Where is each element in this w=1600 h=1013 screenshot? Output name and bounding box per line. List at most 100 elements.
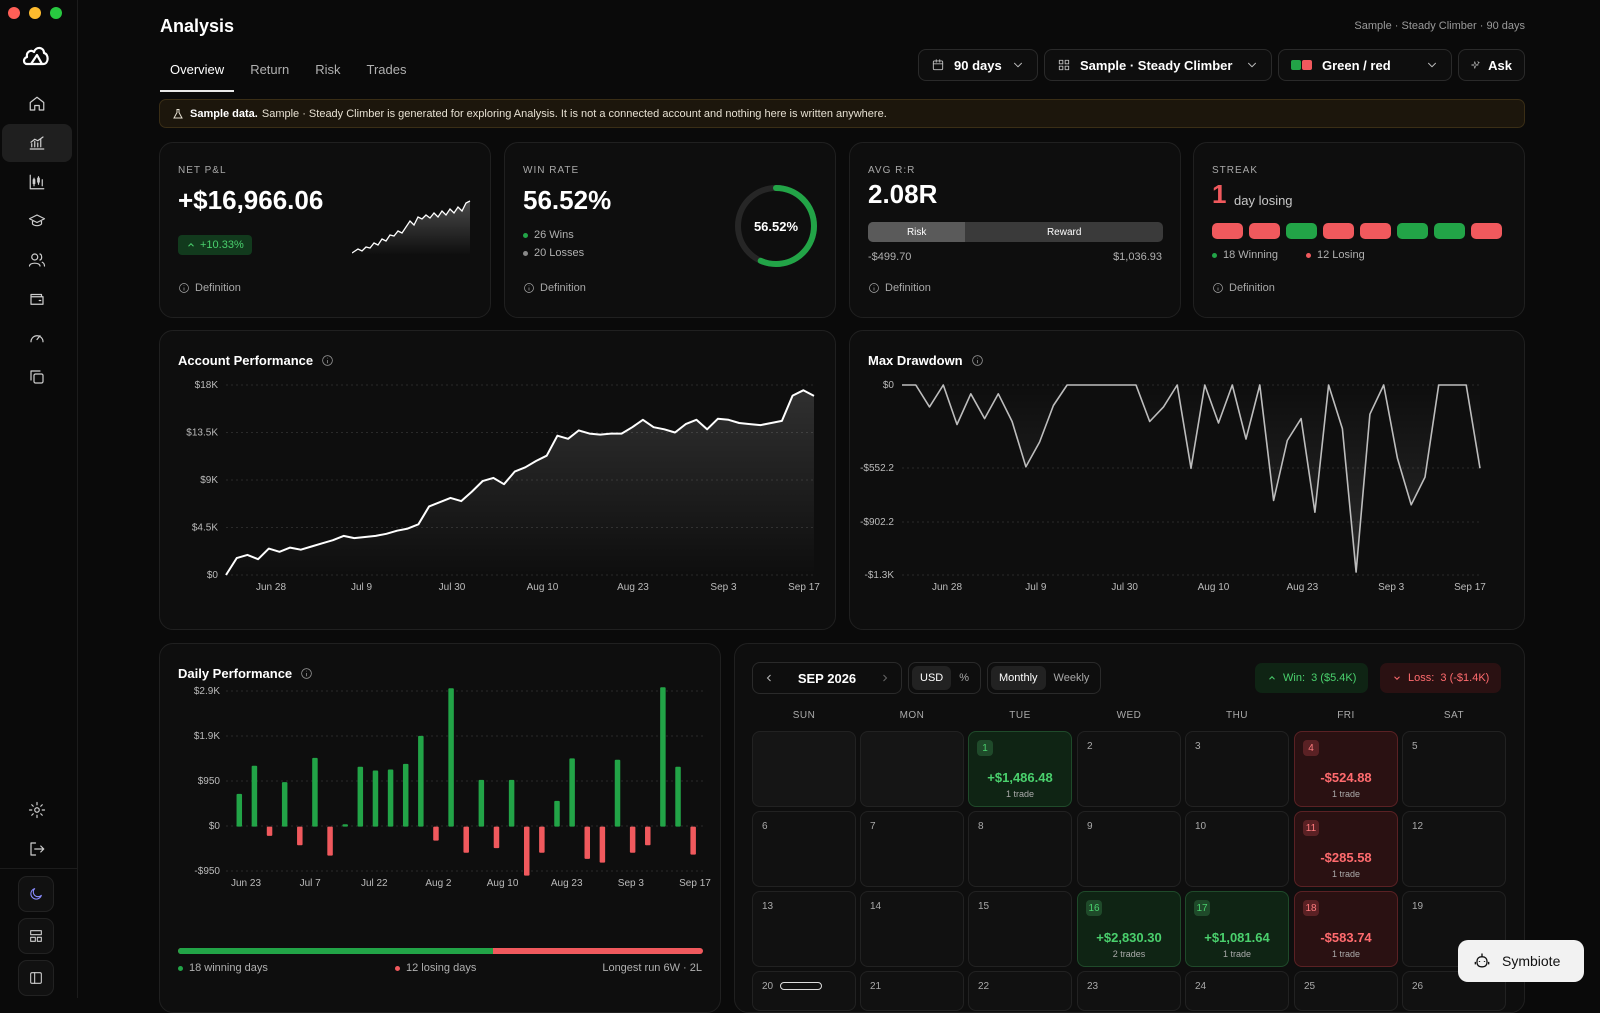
calendar-day[interactable]: 17 +$1,081.64 1 trade [1185,891,1289,967]
losing-text: 12 Losing [1317,249,1365,261]
calendar-day[interactable]: 12 [1402,811,1506,887]
sidebar-item-analysis[interactable] [2,124,72,162]
unit-percent-option[interactable]: % [959,672,970,684]
calendar-day[interactable]: 21 [860,971,964,1011]
chevron-left-icon[interactable] [763,672,775,684]
sidebar [0,0,78,998]
calendar-day[interactable]: 24 [1185,971,1289,1011]
x-tick-label: Sep 17 [788,582,820,593]
info-icon[interactable] [300,667,313,680]
streak-definition-link[interactable]: Definition [1212,282,1275,294]
y-tick-label: $4.5K [192,523,218,534]
win-summary-badge[interactable]: Win: 3 ($5.4K) [1255,663,1369,693]
tab-trades[interactable]: Trades [366,62,407,77]
ask-button[interactable]: Ask [1458,49,1525,81]
calendar-day[interactable]: 25 [1294,971,1398,1011]
calendar-day[interactable]: 14 [860,891,964,967]
calendar-day[interactable]: 8 [968,811,1072,887]
info-icon[interactable] [971,354,984,367]
copy-icon [30,370,44,384]
calendar-day[interactable]: 1 +$1,486.48 1 trade [968,731,1072,807]
sidebar-item-learn[interactable] [2,202,72,240]
series-line [902,384,1481,573]
color-scheme-select[interactable]: Green / red [1278,49,1452,81]
losing-days-legend: 12 losing days [395,962,476,974]
page-title: Analysis [160,16,235,36]
calendar-day[interactable]: 13 [752,891,856,967]
calendar-day-number: 3 [1195,741,1201,752]
calendar-day[interactable]: 2 [1077,731,1181,807]
account-select[interactable]: Sample · Steady Climber [1044,49,1272,81]
streak-desc: day losing [1234,193,1293,208]
app-logo-icon[interactable] [22,42,50,70]
range-select-label: 90 days [954,57,1002,73]
calendar-day[interactable]: 10 [1185,811,1289,887]
x-tick-label: Jul 9 [351,582,373,593]
calendar-day-number: 7 [870,821,876,832]
loss-summary-text: Loss: 3 (-$1.4K) [1408,672,1490,684]
calendar-day[interactable]: 23 [1077,971,1181,1011]
sidebar-item-candles[interactable] [2,163,72,201]
sidebar-item-copy[interactable] [2,358,72,396]
calendar-day[interactable]: 22 [968,971,1072,1011]
max-drawdown-title-text: Max Drawdown [868,353,963,368]
window-close-button[interactable] [8,7,20,19]
calendar-day[interactable]: 9 [1077,811,1181,887]
calendar-day[interactable]: 3 [1185,731,1289,807]
win-rate-gauge-label: 56.52% [754,219,799,234]
calendar-day[interactable]: 6 [752,811,856,887]
sidebar-item-community[interactable] [2,241,72,279]
sample-data-banner: Sample data. Sample · Steady Climber is … [159,99,1525,128]
calendar-day-number: 8 [978,821,984,832]
calendar-day[interactable]: 11 -$285.58 1 trade [1294,811,1398,887]
y-tick-label: -$950 [194,866,220,877]
view-monthly-option[interactable]: Monthly [991,666,1046,690]
calendar-day[interactable]: 16 +$2,830.30 2 trades [1077,891,1181,967]
calendar-day-trades: 2 trades [1112,949,1146,959]
win-rate-definition-link[interactable]: Definition [523,282,586,294]
calendar-day[interactable]: 5 [1402,731,1506,807]
tab-overview[interactable]: Overview [160,52,235,92]
loss-summary-badge[interactable]: Loss: 3 (-$1.4K) [1380,663,1502,693]
logout-icon [30,842,45,856]
sidebar-item-settings[interactable] [2,791,72,829]
chevron-right-icon[interactable] [879,672,891,684]
flask-icon [173,108,183,118]
theme-toggle-button[interactable] [18,876,54,912]
calendar-day[interactable]: 18 -$583.74 1 trade [1294,891,1398,967]
calendar-day[interactable]: 7 [860,811,964,887]
symbiote-assistant-button[interactable]: Symbiote [1458,940,1584,982]
window-minimize-button[interactable] [29,7,41,19]
daily-performance-title: Daily Performance [178,666,313,681]
daily-performance-title-text: Daily Performance [178,666,293,681]
calendar-day-number: 14 [870,901,882,912]
unit-usd-option[interactable]: USD [912,666,952,690]
max-drawdown-title: Max Drawdown [868,353,984,368]
sidebar-item-speed[interactable] [2,319,72,357]
y-tick-label: $1.9K [194,731,220,742]
reward-value: $1,036.93 [1113,251,1162,263]
x-tick-label: Sep 3 [1378,582,1405,593]
calendar-day[interactable]: 4 -$524.88 1 trade [1294,731,1398,807]
sidebar-item-home[interactable] [2,85,72,123]
weekday-header: FRI [1337,710,1355,721]
panel-toggle-button[interactable] [18,960,54,996]
tab-risk[interactable]: Risk [315,62,341,77]
grid-icon [1058,59,1070,71]
calendar-day[interactable]: 15 [968,891,1072,967]
info-icon[interactable] [321,354,334,367]
y-tick-label: $0 [209,821,221,832]
window-zoom-button[interactable] [50,7,62,19]
sidebar-item-logout[interactable] [2,830,72,868]
streak-label: STREAK [1212,165,1259,176]
range-select[interactable]: 90 days [918,49,1038,81]
calendar-day[interactable]: 20 [752,971,856,1011]
gear-icon [28,801,46,819]
avg-rr-definition-link[interactable]: Definition [868,282,931,294]
tab-return[interactable]: Return [250,62,290,77]
sidebar-item-wallet[interactable] [2,280,72,318]
view-weekly-option[interactable]: Weekly [1053,672,1090,684]
layout-button[interactable] [18,918,54,954]
net-pnl-definition-link[interactable]: Definition [178,282,241,294]
daily-bar [372,770,379,827]
